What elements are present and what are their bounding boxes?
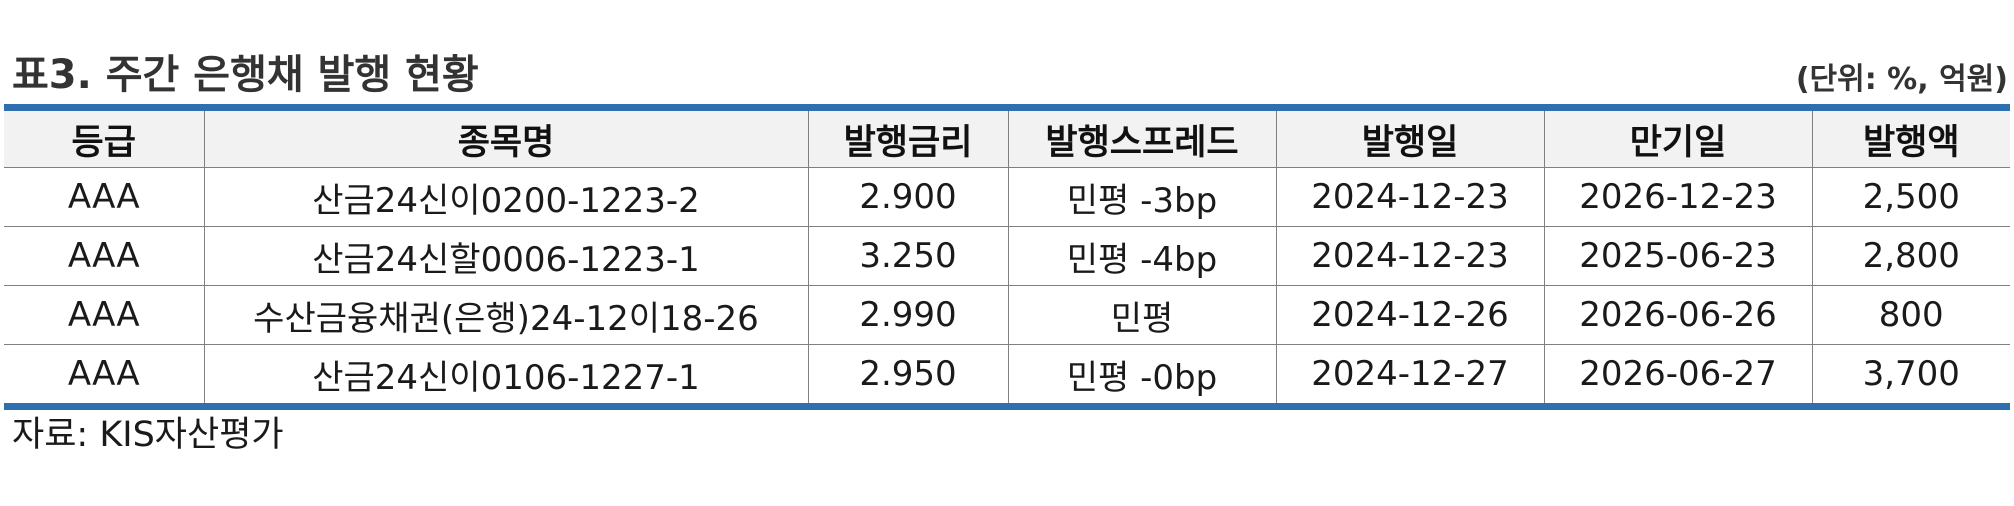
cell-spread: 민평 -3bp — [1007, 167, 1276, 227]
title-row: 표3. 주간 은행채 발행 현황 (단위: %, 억원) — [12, 40, 2008, 100]
source-note: 자료: KIS자산평가 — [12, 415, 284, 455]
cell-amount: 3,700 — [1811, 344, 2010, 403]
data-table: 등급 종목명 발행금리 발행스프레드 발행일 만기일 발행액 AAA 산금24신… — [4, 111, 2010, 403]
header-row: 등급 종목명 발행금리 발행스프레드 발행일 만기일 발행액 — [4, 111, 2010, 168]
header-coupon-rate: 발행금리 — [807, 111, 1008, 168]
cell-spread: 민평 -4bp — [1007, 226, 1276, 286]
table-row: AAA 산금24신이0200-1223-2 2.900 민평 -3bp 2024… — [4, 167, 2010, 227]
cell-maturity-date: 2026-06-26 — [1543, 285, 1812, 345]
header-amount: 발행액 — [1811, 111, 2010, 168]
cell-issue-name: 산금24신이0106-1227-1 — [203, 344, 808, 403]
table-title: 표3. 주간 은행채 발행 현황 — [12, 52, 479, 98]
header-maturity-date: 만기일 — [1543, 111, 1812, 168]
bank-bond-issuance-table: 등급 종목명 발행금리 발행스프레드 발행일 만기일 발행액 AAA 산금24신… — [4, 104, 2010, 410]
cell-issue-name: 수산금융채권(은행)24-12이18-26 — [203, 285, 808, 345]
cell-coupon-rate: 3.250 — [807, 226, 1008, 286]
header-spread: 발행스프레드 — [1007, 111, 1276, 168]
cell-maturity-date: 2025-06-23 — [1543, 226, 1812, 286]
cell-grade: AAA — [4, 167, 204, 227]
table-row: AAA 산금24신이0106-1227-1 2.950 민평 -0bp 2024… — [4, 344, 2010, 403]
unit-note: (단위: %, 억원) — [1795, 62, 2008, 97]
cell-issue-date: 2024-12-23 — [1275, 167, 1544, 227]
cell-spread: 민평 -0bp — [1007, 344, 1276, 403]
table-row: AAA 수산금융채권(은행)24-12이18-26 2.990 민평 2024-… — [4, 285, 2010, 345]
cell-issue-name: 산금24신이0200-1223-2 — [203, 167, 808, 227]
cell-grade: AAA — [4, 285, 204, 345]
cell-issue-date: 2024-12-26 — [1275, 285, 1544, 345]
cell-coupon-rate: 2.990 — [807, 285, 1008, 345]
cell-coupon-rate: 2.900 — [807, 167, 1008, 227]
table-row: AAA 산금24신할0006-1223-1 3.250 민평 -4bp 2024… — [4, 226, 2010, 286]
cell-issue-date: 2024-12-23 — [1275, 226, 1544, 286]
header-issue-name: 종목명 — [203, 111, 808, 168]
cell-maturity-date: 2026-06-27 — [1543, 344, 1812, 403]
cell-issue-date: 2024-12-27 — [1275, 344, 1544, 403]
header-issue-date: 발행일 — [1275, 111, 1544, 168]
cell-grade: AAA — [67, 354, 140, 394]
header-grade: 등급 — [4, 111, 204, 168]
cell-amount: 2,500 — [1811, 167, 2010, 227]
cell-maturity-date: 2026-12-23 — [1543, 167, 1812, 227]
cell-amount: 2,800 — [1811, 226, 2010, 286]
cell-coupon-rate: 2.950 — [807, 344, 1008, 403]
cell-grade: AAA — [4, 226, 204, 286]
cell-issue-name: 산금24신할0006-1223-1 — [203, 226, 808, 286]
cell-spread: 민평 — [1007, 285, 1276, 345]
cell-amount: 800 — [1811, 285, 2010, 345]
